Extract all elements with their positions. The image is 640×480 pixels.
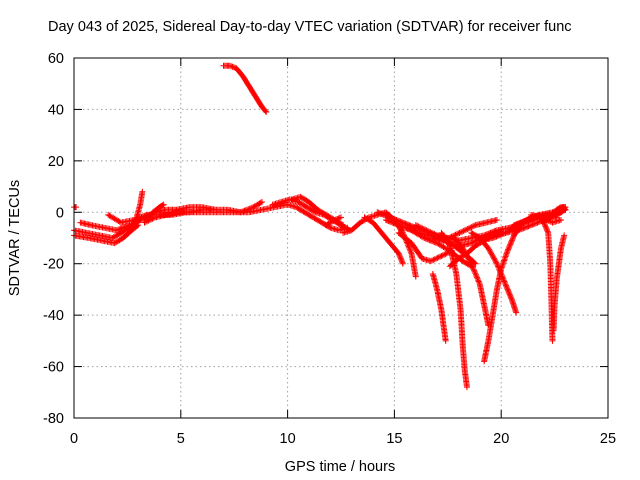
data-point-markers — [555, 204, 569, 213]
data-point-markers — [288, 193, 347, 229]
x-axis-label: GPS time / hours — [285, 459, 395, 475]
data-point-markers — [550, 232, 568, 334]
x-tick-label: 15 — [386, 431, 402, 447]
y-tick-label: -80 — [43, 411, 64, 427]
series-arc-06 — [141, 206, 218, 226]
data-marks — [71, 62, 569, 391]
data-point-markers — [361, 214, 406, 267]
data-point-markers — [220, 62, 270, 115]
series-arc-16 — [395, 229, 456, 265]
series-arc-31 — [550, 232, 568, 334]
y-tick-label: 0 — [56, 205, 64, 221]
y-tick-label: 20 — [48, 154, 64, 170]
series-arc-11 — [323, 214, 344, 229]
x-tick-label: 10 — [280, 431, 296, 447]
series-arc-12 — [340, 209, 419, 280]
series-arc-13 — [361, 214, 406, 267]
data-point-markers — [323, 214, 344, 229]
series-arc-07 — [143, 201, 167, 223]
y-tick-label: 40 — [48, 102, 64, 118]
data-point-markers — [429, 271, 449, 344]
series-arc-33 — [71, 204, 80, 211]
x-tick-label: 25 — [600, 431, 616, 447]
data-point-markers — [143, 201, 167, 223]
data-point-markers — [77, 219, 142, 234]
y-tick-label: -40 — [43, 308, 64, 324]
series-arc-08 — [220, 62, 270, 115]
y-tick-label: 60 — [48, 51, 64, 67]
plot-frame — [73, 57, 609, 419]
series-arc-32 — [555, 204, 569, 213]
data-point-markers — [71, 204, 80, 211]
series-arc-03 — [77, 219, 142, 234]
x-tick-label: 5 — [177, 431, 185, 447]
y-axis-label: SDTVAR / TECUs — [7, 180, 23, 296]
series-arc-20 — [429, 271, 449, 344]
y-tick-label: -60 — [43, 360, 64, 376]
axis-ticks: 0 5 10 15 20 25 -80 -60 -40 -20 0 20 40 60 — [43, 51, 616, 447]
data-point-markers — [141, 206, 218, 226]
grid-lines — [74, 58, 608, 418]
data-point-markers — [340, 209, 419, 280]
chart-title: Day 043 of 2025, Sidereal Day-to-day VTE… — [48, 19, 572, 35]
y-tick-label: -20 — [43, 257, 64, 273]
x-tick-label: 20 — [493, 431, 509, 447]
data-point-markers — [395, 229, 456, 265]
x-tick-label: 0 — [70, 431, 78, 447]
series-arc-10 — [288, 193, 347, 229]
